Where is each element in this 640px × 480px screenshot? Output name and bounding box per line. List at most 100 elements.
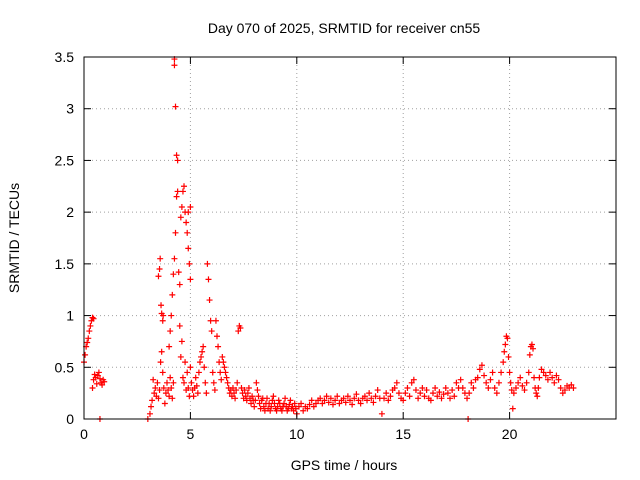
data-point: [561, 387, 568, 394]
data-point: [270, 393, 277, 400]
data-point: [169, 291, 176, 298]
data-point: [207, 317, 214, 324]
data-point: [154, 379, 161, 386]
y-tick-labels: 0 0.5 1 1.5 2 2.5 3 3.5: [55, 49, 75, 427]
data-point: [173, 152, 180, 159]
data-point: [175, 269, 182, 276]
data-point: [410, 376, 417, 383]
data-point: [266, 400, 273, 407]
data-point: [298, 400, 305, 407]
data-point: [347, 397, 353, 404]
plot-area-border: [83, 56, 617, 420]
data-point: [209, 369, 216, 376]
data-point: [176, 322, 183, 329]
data-point: [267, 407, 274, 414]
data-point: [231, 390, 238, 397]
data-point: [161, 400, 168, 407]
data-point: [190, 393, 197, 400]
data-point: [158, 302, 165, 309]
data-point: [519, 382, 526, 389]
data-point: [206, 297, 213, 304]
data-point: [172, 103, 179, 110]
x-tick-label: 5: [187, 426, 195, 442]
data-point: [170, 271, 177, 278]
data-point: [157, 359, 164, 366]
data-point: [181, 379, 188, 386]
data-point: [177, 353, 184, 360]
data-point: [533, 390, 540, 397]
data-point: [229, 384, 236, 391]
data-point: [248, 400, 255, 407]
x-tick-label: 20: [502, 426, 518, 442]
data-point: [198, 353, 205, 360]
data-point: [93, 380, 100, 387]
data-point: [531, 374, 538, 381]
data-point: [535, 384, 542, 391]
data-point: [179, 374, 186, 381]
y-tick-label: 2: [66, 204, 74, 220]
data-point: [374, 387, 381, 394]
data-point: [498, 369, 505, 376]
data-point: [434, 393, 441, 400]
data-point: [521, 387, 528, 394]
data-point: [378, 410, 385, 417]
data-point: [160, 312, 167, 319]
data-point: [187, 364, 194, 371]
data-point: [340, 395, 347, 402]
data-point: [186, 260, 193, 267]
data-point: [491, 384, 498, 391]
data-point: [269, 397, 276, 404]
data-point: [304, 405, 311, 412]
data-point: [171, 62, 178, 69]
data-point: [459, 384, 466, 391]
data-point: [383, 390, 390, 397]
data-point: [217, 369, 224, 376]
y-tick-label: 1.5: [55, 256, 75, 272]
grid-lines: [84, 57, 616, 419]
data-point: [282, 395, 289, 402]
y-tick-label: 3.5: [55, 49, 75, 65]
data-point: [502, 341, 509, 348]
data-point: [504, 335, 511, 342]
data-point: [149, 397, 156, 404]
data-point: [466, 390, 473, 397]
data-point: [150, 376, 157, 383]
data-point: [408, 379, 415, 386]
data-point: [203, 390, 210, 397]
data-point: [199, 348, 206, 355]
data-point: [188, 379, 195, 386]
data-point: [507, 379, 514, 386]
data-point: [85, 335, 92, 342]
data-point: [281, 400, 288, 407]
data-point: [525, 369, 532, 376]
data-point: [476, 366, 483, 373]
data-point: [193, 382, 200, 389]
data-point: [512, 384, 519, 391]
data-point: [517, 374, 524, 381]
data-point: [510, 390, 517, 397]
data-point: [336, 400, 343, 407]
data-point: [162, 390, 169, 397]
data-point: [251, 403, 258, 410]
data-point: [87, 322, 94, 329]
data-point: [449, 387, 456, 394]
data-point: [453, 379, 460, 386]
data-point: [201, 364, 208, 371]
data-point: [196, 359, 203, 366]
data-point: [493, 390, 500, 397]
data-point: [364, 397, 371, 404]
data-point: [530, 345, 537, 352]
data-point: [372, 393, 379, 400]
data-point: [219, 353, 226, 360]
data-point: [457, 376, 464, 383]
data-point: [323, 393, 330, 400]
data-point: [487, 376, 494, 383]
data-point: [275, 397, 282, 404]
data-point: [353, 391, 360, 398]
data-point: [90, 315, 97, 322]
data-point: [483, 379, 490, 386]
data-point: [166, 343, 173, 350]
data-point: [553, 372, 560, 379]
data-point: [178, 203, 185, 210]
data-point: [451, 393, 458, 400]
